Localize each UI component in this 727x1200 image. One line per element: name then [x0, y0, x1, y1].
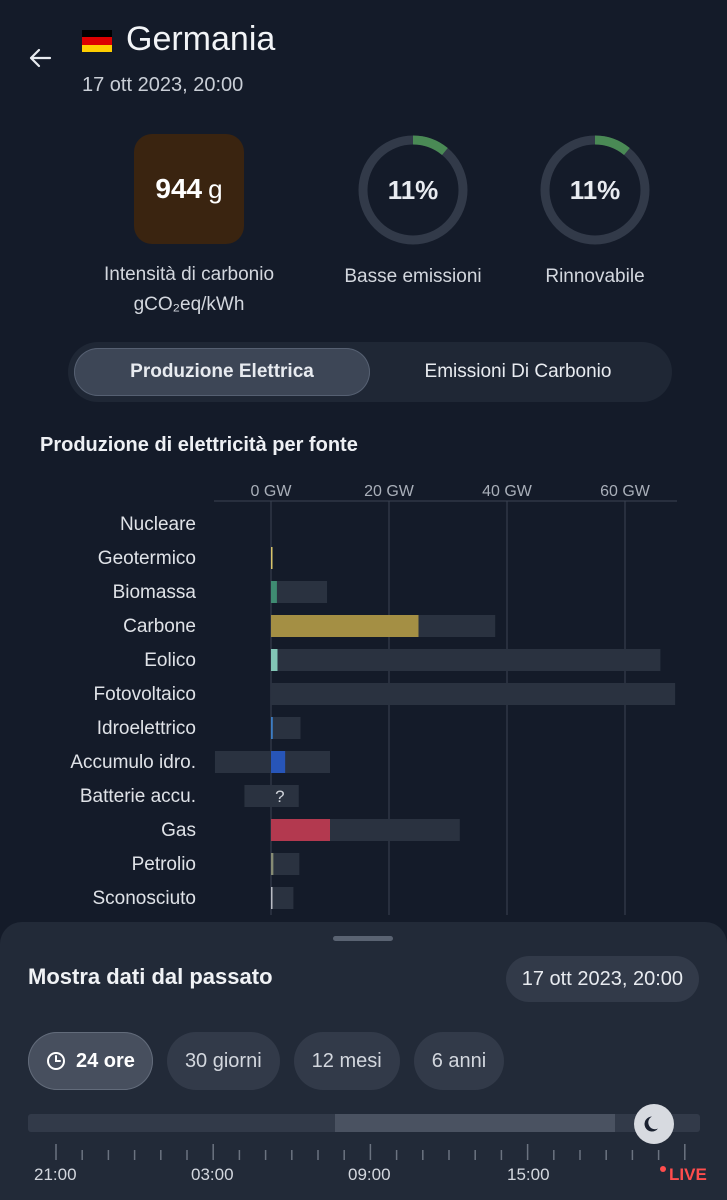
page-datetime: 17 ott 2023, 20:00: [82, 74, 244, 96]
category-label: Fotovoltaico: [94, 684, 196, 705]
time-slider[interactable]: [28, 1104, 700, 1144]
time-slider-highlight: [335, 1114, 615, 1132]
low-emissions-ring-svg: [358, 135, 468, 245]
history-title: Mostra dati dal passato: [28, 964, 273, 989]
chart-title: Produzione di elettricità per fonte: [40, 434, 358, 456]
category-label: Sconosciuto: [92, 888, 196, 909]
low-emissions-stat: 11% Basse emissioni: [318, 134, 508, 292]
category-label: Geotermico: [98, 548, 196, 569]
chart-annotation: ?: [275, 787, 284, 806]
carbon-intensity-box: 944 g: [134, 134, 244, 244]
moon-icon: [644, 1116, 658, 1132]
category-label: Carbone: [123, 616, 196, 637]
range-24h-button[interactable]: 24 ore: [28, 1032, 153, 1090]
category-label: Batterie accu.: [80, 786, 196, 807]
live-indicator[interactable]: LIVE: [660, 1165, 707, 1185]
time-slider-thumb[interactable]: [634, 1104, 674, 1144]
production-bar: [271, 887, 273, 909]
carbon-intensity-unit: g: [208, 173, 223, 204]
capacity-bar: [271, 581, 328, 603]
production-bar: [271, 853, 274, 875]
ring-progress: [358, 135, 468, 245]
carbon-intensity-value: 944: [155, 173, 203, 204]
time-label-09: 09:00: [348, 1165, 391, 1184]
view-toggle: Produzione Elettrica Emissioni Di Carbon…: [68, 342, 672, 402]
back-button[interactable]: [22, 40, 58, 76]
ring-progress: [540, 135, 650, 245]
category-label: Accumulo idro.: [70, 752, 196, 773]
range-30d-button[interactable]: 30 giorni: [166, 1032, 280, 1090]
production-bar: [271, 819, 330, 841]
carbon-intensity-stat: 944 g Intensità di carbonio gCO₂eq/kWh: [80, 134, 298, 320]
carbon-intensity-label-line1: Intensità di carbonio: [103, 264, 275, 285]
germany-flag-icon: [82, 30, 112, 52]
production-bar: [271, 547, 273, 569]
tab-production[interactable]: Produzione Elettrica: [74, 348, 370, 396]
tab-emissions[interactable]: Emissioni Di Carbonio: [424, 361, 612, 382]
low-emissions-value: 11%: [387, 174, 439, 205]
renewable-label: Rinnovabile: [545, 266, 645, 287]
range-12m-button[interactable]: 12 mesi: [293, 1032, 400, 1090]
production-bar: [271, 581, 277, 603]
capacity-bar: [271, 683, 676, 705]
production-bar: [271, 615, 419, 637]
production-chart: 0 GW 20 GW 40 GW 60 GW Nucleare Geotermico Bio…: [70, 483, 677, 915]
x-tick-label: 0 GW: [251, 483, 293, 500]
category-label: Petrolio: [132, 854, 196, 875]
timeline-ticks: [55, 1144, 686, 1160]
low-emissions-ring: 11%: [357, 134, 469, 246]
production-bar: [271, 717, 273, 739]
clock-icon: [47, 1052, 65, 1070]
range-24h-label: 24 ore: [76, 1049, 135, 1072]
range-selector: 24 ore 30 giorni 12 mesi 6 anni: [28, 1032, 505, 1090]
time-label-21: 21:00: [34, 1165, 77, 1184]
x-tick-label: 40 GW: [482, 483, 533, 500]
production-bar: [271, 751, 286, 773]
capacity-bar: [271, 649, 661, 671]
category-label: Nucleare: [120, 514, 196, 535]
capacity-bar: [271, 717, 301, 739]
capacity-bar: [271, 887, 294, 909]
x-tick-label: 60 GW: [600, 483, 651, 500]
page-title: Germania: [126, 20, 276, 58]
carbon-intensity-label-line2: gCO₂eq/kWh: [133, 294, 245, 315]
renewable-stat: 11% Rinnovabile: [500, 134, 690, 292]
range-6y-button[interactable]: 6 anni: [413, 1032, 505, 1090]
time-label-15: 15:00: [507, 1165, 550, 1184]
capacity-bar: [271, 853, 300, 875]
history-date-button[interactable]: 17 ott 2023, 20:00: [505, 956, 699, 1002]
x-tick-label: 20 GW: [364, 483, 415, 500]
live-dot-icon: [660, 1166, 666, 1172]
category-label: Biomassa: [113, 582, 197, 603]
header: Germania 17 ott 2023, 20:00: [0, 0, 727, 120]
production-bar: [271, 649, 278, 671]
carbon-intensity-label: Intensità di carbonio gCO₂eq/kWh: [80, 260, 298, 320]
live-label: LIVE: [669, 1165, 707, 1184]
capacity-bar: [244, 785, 299, 807]
arrow-left-icon: [29, 48, 52, 68]
category-label: Gas: [161, 820, 196, 841]
time-label-03: 03:00: [191, 1165, 234, 1184]
renewable-value: 11%: [569, 174, 621, 205]
renewable-ring: 11%: [539, 134, 651, 246]
category-label: Idroelettrico: [97, 718, 196, 739]
category-label: Eolico: [144, 650, 196, 671]
sheet-drag-handle[interactable]: [333, 936, 393, 941]
low-emissions-label: Basse emissioni: [344, 266, 482, 287]
renewable-ring-svg: [540, 135, 650, 245]
